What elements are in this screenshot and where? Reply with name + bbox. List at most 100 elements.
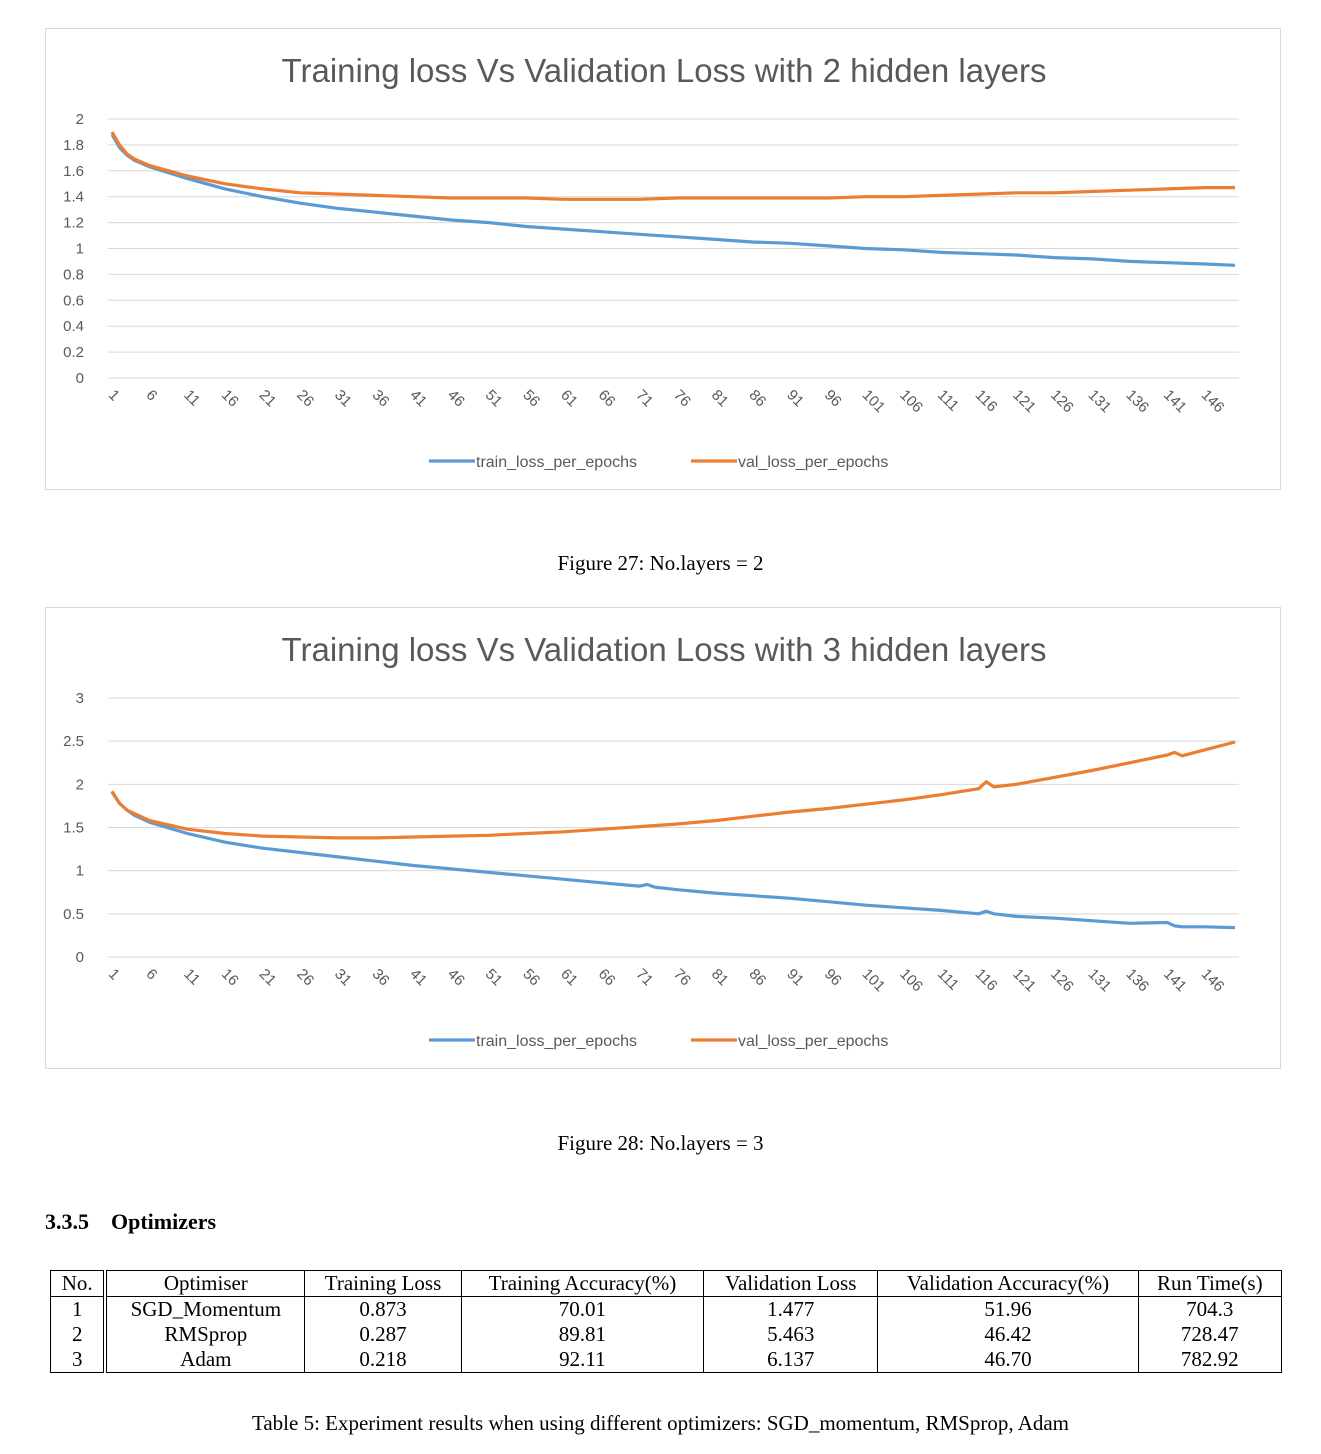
table-header-cell: No. — [50, 1270, 108, 1297]
x-tick-label: 111 — [934, 966, 962, 994]
y-tick-label: 1.8 — [63, 137, 84, 154]
x-tick-label: 86 — [746, 966, 770, 990]
x-tick-label: 141 — [1160, 387, 1190, 417]
table-row: 1 SGD_Momentum 0.873 70.01 1.477 51.96 7… — [50, 1296, 1283, 1322]
table-header-cell: Optimiser — [104, 1270, 306, 1297]
table-header-cell: Training Loss — [304, 1270, 462, 1297]
section-number: 3.3.5 — [45, 1209, 89, 1234]
table-cell: 3 — [50, 1347, 108, 1373]
x-tick-label: 21 — [256, 387, 280, 411]
legend-item: train_loss_per_epochs — [429, 1033, 637, 1050]
series-line-val-loss-per-epochs — [110, 131, 1235, 201]
legend-item: val_loss_per_epochs — [691, 1033, 888, 1050]
legend-label: train_loss_per_epochs — [476, 454, 637, 471]
results-table: No. Optimiser Training Loss Training Acc… — [50, 1270, 1283, 1373]
x-tick-label: 31 — [331, 966, 355, 990]
x-tick-label: 91 — [783, 966, 807, 990]
y-tick-label: 0.2 — [63, 344, 84, 361]
x-tick-label: 76 — [670, 966, 694, 990]
x-tick-label: 61 — [557, 966, 581, 990]
y-tick-label: 0.5 — [63, 906, 84, 923]
x-tick-label: 121 — [1009, 387, 1039, 417]
table-cell: 704.3 — [1137, 1296, 1283, 1322]
table-row: 3 Adam 0.218 92.11 6.137 46.70 782.92 — [50, 1347, 1283, 1373]
table-cell: SGD_Momentum — [104, 1296, 306, 1322]
y-tick-label: 3 — [76, 690, 84, 707]
table-cell: 6.137 — [703, 1347, 879, 1373]
y-tick-label: 1.4 — [63, 189, 84, 206]
legend-label: train_loss_per_epochs — [476, 1033, 637, 1050]
x-tick-label: 106 — [896, 387, 926, 417]
x-tick-label: 146 — [1198, 966, 1228, 996]
x-tick-label: 111 — [934, 387, 962, 415]
y-tick-label: 2 — [76, 776, 84, 793]
x-tick-label: 46 — [444, 387, 468, 411]
x-tick-label: 131 — [1085, 387, 1115, 417]
x-tick-label: 86 — [746, 387, 770, 411]
x-tick-label: 81 — [708, 966, 732, 990]
table-cell: 5.463 — [703, 1322, 879, 1347]
x-tick-label: 11 — [180, 387, 203, 410]
x-tick-label: 106 — [896, 966, 926, 996]
x-tick-label: 66 — [595, 387, 619, 411]
x-tick-label: 101 — [859, 387, 889, 417]
legend-item: train_loss_per_epochs — [429, 454, 637, 471]
table-cell: 0.287 — [304, 1322, 462, 1347]
chart-title: Training loss Vs Validation Loss with 3 … — [282, 631, 1047, 668]
x-tick-label: 56 — [519, 387, 543, 411]
x-tick-label: 136 — [1122, 387, 1152, 417]
figure-28-chart: Training loss Vs Validation Loss with 3 … — [45, 607, 1281, 1069]
table-cell: RMSprop — [104, 1322, 306, 1347]
figure-28-caption: Figure 28: No.layers = 3 — [557, 1131, 764, 1155]
x-tick-label: 81 — [708, 387, 732, 411]
x-tick-label: 126 — [1047, 966, 1077, 996]
series-line-train-loss-per-epochs — [110, 791, 1236, 930]
x-tick-label: 126 — [1047, 387, 1077, 417]
x-tick-label: 56 — [519, 966, 543, 990]
series-line-val-loss-per-epochs — [110, 740, 1236, 840]
x-tick-label: 16 — [218, 387, 242, 411]
y-tick-label: 2.5 — [63, 733, 84, 750]
table-cell: 92.11 — [460, 1347, 705, 1373]
legend-label: val_loss_per_epochs — [738, 1033, 888, 1050]
x-tick-label: 51 — [482, 966, 506, 990]
x-tick-label: 26 — [293, 966, 317, 990]
y-tick-label: 1.6 — [63, 163, 84, 180]
x-tick-label: 71 — [633, 966, 657, 990]
x-tick-label: 31 — [331, 387, 355, 411]
x-tick-label: 26 — [293, 387, 317, 411]
table-cell: 51.96 — [877, 1296, 1139, 1322]
y-tick-label: 0.4 — [63, 318, 84, 335]
section-heading: 3.3.5 Optimizers — [45, 1209, 216, 1235]
table-cell: 46.70 — [877, 1347, 1139, 1373]
x-tick-label: 101 — [859, 966, 889, 996]
table-caption: Table 5: Experiment results when using d… — [251, 1411, 1070, 1435]
y-tick-label: 0 — [76, 949, 84, 966]
x-tick-label: 21 — [256, 966, 280, 990]
y-tick-label: 1 — [76, 241, 84, 258]
table-header-row: No. Optimiser Training Loss Training Acc… — [50, 1270, 1283, 1297]
table-cell: 782.92 — [1137, 1347, 1283, 1373]
x-tick-label: 71 — [633, 387, 657, 411]
x-tick-label: 41 — [406, 387, 430, 411]
table-header-cell: Validation Accuracy(%) — [877, 1270, 1139, 1297]
series-line-train-loss-per-epochs — [110, 133, 1236, 267]
table-row: 2 RMSprop 0.287 89.81 5.463 46.42 728.47 — [50, 1322, 1283, 1347]
table-cell: 70.01 — [460, 1296, 705, 1322]
legend-item: val_loss_per_epochs — [691, 454, 888, 471]
x-tick-label: 91 — [783, 387, 807, 411]
x-tick-label: 16 — [218, 966, 242, 990]
table-cell: 0.873 — [304, 1296, 462, 1322]
x-tick-label: 76 — [670, 387, 694, 411]
chart-title: Training loss Vs Validation Loss with 2 … — [282, 52, 1047, 89]
x-tick-label: 66 — [595, 966, 619, 990]
table-header-cell: Run Time(s) — [1137, 1270, 1283, 1297]
x-tick-label: 41 — [406, 966, 430, 990]
table-header-cell: Validation Loss — [703, 1270, 879, 1297]
x-tick-label: 36 — [369, 966, 393, 990]
legend-label: val_loss_per_epochs — [738, 454, 888, 471]
x-tick-label: 1 — [105, 966, 123, 984]
y-tick-label: 1.5 — [63, 820, 84, 837]
x-tick-label: 121 — [1009, 966, 1039, 996]
y-tick-label: 0 — [76, 370, 84, 387]
